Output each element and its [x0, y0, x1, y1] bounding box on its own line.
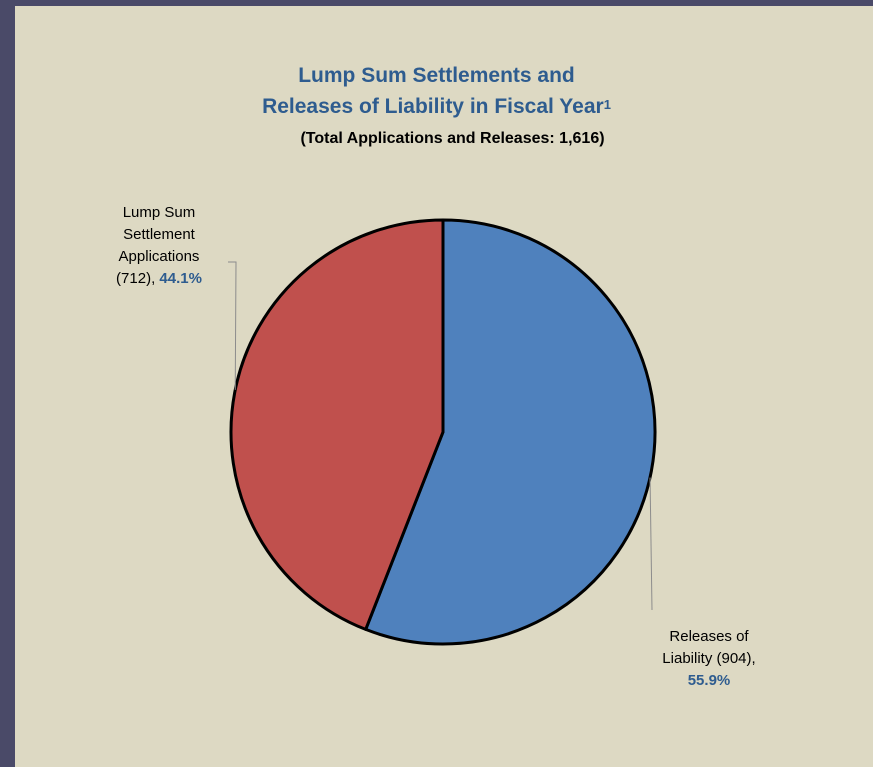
slice-percent-releases: 55.9%: [687, 672, 731, 689]
chart-title-line2-wrap: Releases of Liability in Fiscal Year1: [0, 91, 873, 122]
chart-title: Lump Sum Settlements and Releases of Lia…: [0, 60, 873, 122]
pie-slice-applications: [229, 218, 445, 631]
slice-label-applications-line1: Lump Sum: [122, 204, 196, 221]
slice-label-applications-line2: Settlement: [123, 226, 195, 243]
slice-count-applications: (712),: [116, 270, 156, 287]
slice-label-releases-line2: Liability (904),: [662, 650, 756, 667]
slice-label-releases: Releases of Liability (904), 55.9%: [634, 626, 784, 692]
slice-label-releases-line1: Releases of: [669, 628, 749, 645]
slice-label-applications-line4: (712), 44.1%: [92, 268, 226, 290]
chart-title-line1: Lump Sum Settlements and: [298, 64, 575, 87]
chart-subtitle: (Total Applications and Releases: 1,616): [300, 130, 605, 147]
leader-line-releases: [649, 477, 653, 611]
chart-title-line2: Releases of Liability in Fiscal Year: [262, 95, 604, 118]
slice-label-applications: Lump Sum Settlement Applications (712), …: [92, 202, 226, 290]
leader-line-applications: [228, 261, 237, 390]
slice-percent-applications: 44.1%: [159, 270, 202, 287]
pie-slice-releases: [364, 218, 657, 646]
title-footnote-marker: 1: [603, 97, 611, 112]
slice-label-applications-line3: Applications: [118, 248, 200, 265]
